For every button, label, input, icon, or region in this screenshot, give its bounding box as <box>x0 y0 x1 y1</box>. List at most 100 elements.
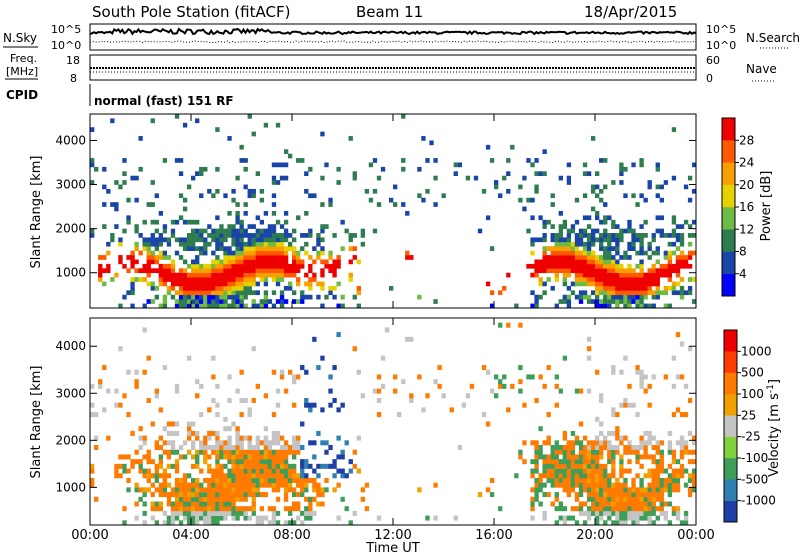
velocity-cell <box>562 459 568 465</box>
power-cell <box>530 290 535 296</box>
power-cell <box>679 285 685 291</box>
power-cell <box>639 268 644 274</box>
power-cell <box>405 255 410 260</box>
power-cell <box>251 303 256 309</box>
power-cell <box>158 237 164 243</box>
power-cell <box>251 246 256 251</box>
velocity-cell <box>231 492 236 498</box>
velocity-cell <box>199 496 204 502</box>
power-cell <box>259 263 265 269</box>
power-cell <box>267 241 273 247</box>
power-cell <box>332 285 337 291</box>
velocity-cell <box>267 473 273 479</box>
power-cell <box>191 281 196 287</box>
velocity-cell <box>538 482 543 488</box>
power-cell <box>235 294 240 300</box>
velocity-cell <box>683 482 689 488</box>
velocity-cell <box>683 468 689 474</box>
power-cell <box>558 268 563 274</box>
velocity-cell <box>522 440 527 446</box>
velocity-cell <box>687 430 693 436</box>
power-cell <box>623 272 628 278</box>
power-cell <box>538 237 543 243</box>
velocity-cell <box>235 430 240 436</box>
power-cell <box>599 219 604 225</box>
velocity-cell <box>239 468 244 474</box>
velocity-cell <box>372 388 378 394</box>
velocity-cell <box>619 520 624 526</box>
velocity-cell <box>239 440 244 446</box>
power-cell <box>687 250 693 256</box>
power-cell <box>263 263 269 269</box>
velocity-cell <box>578 487 584 493</box>
power-cell <box>174 114 180 119</box>
velocity-cell <box>647 435 652 441</box>
velocity-cell <box>162 510 168 516</box>
velocity-cell <box>340 402 345 408</box>
power-cell <box>574 219 580 225</box>
power-cell <box>199 233 204 238</box>
velocity-cell <box>623 510 628 516</box>
velocity-cell <box>675 477 681 483</box>
velocity-cell <box>595 440 600 446</box>
power-cell <box>348 237 353 243</box>
velocity-cell <box>304 482 309 488</box>
velocity-cell <box>255 440 260 446</box>
power-cell <box>675 224 681 229</box>
velocity-cell <box>607 449 612 455</box>
velocity-cell <box>223 477 228 483</box>
power-cell <box>239 285 244 291</box>
power-cell <box>502 175 507 181</box>
velocity-cell <box>651 496 656 502</box>
velocity-cell <box>635 445 640 451</box>
power-cell <box>134 224 139 229</box>
velocity-cell <box>235 515 240 521</box>
velocity-cell <box>675 468 681 474</box>
velocity-cell <box>219 515 224 521</box>
velocity-cell <box>271 440 277 446</box>
velocity-cell <box>578 421 584 427</box>
velocity-cell <box>292 501 297 507</box>
power-cell <box>635 202 640 207</box>
velocity-cell <box>170 421 176 427</box>
power-cell <box>595 290 600 296</box>
power-cell <box>247 272 252 278</box>
power-cell <box>138 166 143 172</box>
velocity-cell <box>635 496 640 502</box>
power-cell <box>215 246 220 251</box>
velocity-cell <box>574 435 580 441</box>
power-cell <box>566 175 572 181</box>
power-cell <box>191 219 196 225</box>
velocity-cell <box>296 501 301 507</box>
velocity-cell <box>287 477 293 483</box>
velocity-cell <box>304 487 309 493</box>
power-cell <box>199 193 204 199</box>
velocity-cell <box>134 369 139 375</box>
power-cell <box>271 250 277 256</box>
power-cell <box>574 272 580 278</box>
velocity-cell <box>174 492 180 498</box>
power-cell <box>558 211 563 216</box>
velocity-cell <box>546 435 551 441</box>
velocity-cell <box>279 374 285 380</box>
power-cell <box>300 290 305 296</box>
velocity-cell <box>170 487 176 493</box>
velocity-cell <box>106 388 111 394</box>
power-cell <box>643 285 648 291</box>
power-cell <box>671 263 677 269</box>
power-cell <box>283 250 289 256</box>
velocity-cell <box>243 515 248 521</box>
power-cell <box>570 228 576 234</box>
power-cell <box>631 241 636 247</box>
colorbar-swatch <box>724 394 737 416</box>
power-cell <box>235 290 240 296</box>
power-cell <box>659 197 664 203</box>
power-cell <box>679 233 685 238</box>
velocity-cell <box>308 407 313 413</box>
power-cell <box>627 299 632 304</box>
power-cell <box>671 233 677 238</box>
velocity-cell <box>271 430 277 436</box>
velocity-cell <box>150 501 155 507</box>
colorbar-swatch <box>724 479 737 501</box>
velocity-cell <box>627 496 632 502</box>
